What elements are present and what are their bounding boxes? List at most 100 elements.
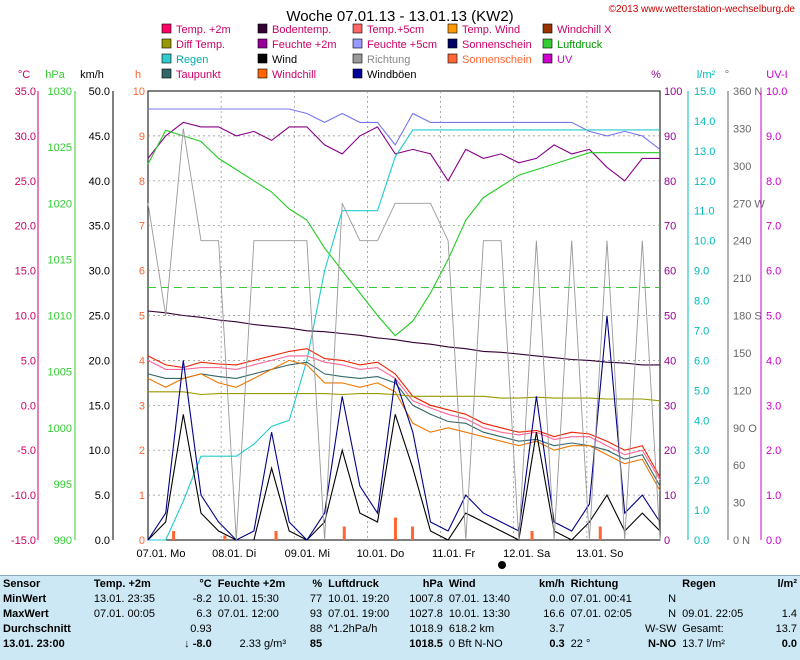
axis-tick-deg: 30	[733, 498, 745, 510]
copyright: ©2013 www.wetterstation-wechselburg.de	[609, 4, 796, 15]
table-header-cell: °C	[199, 577, 212, 590]
table-header-cell: Sensor	[3, 577, 41, 590]
legend-label: Diff Temp.	[176, 39, 225, 51]
axis-tick-pct: 0	[664, 535, 670, 547]
current-direction: N-NO	[641, 636, 680, 651]
axis-tick-deg: 210	[733, 273, 751, 285]
axis-tick-hpa: 1030	[48, 86, 72, 98]
legend-label: UV	[557, 54, 573, 66]
table-row: MaxWert 07.01. 00:05 6.3 07.01. 12:00 93 07.0…	[0, 606, 800, 621]
table-cell: 77	[309, 592, 323, 605]
plot-area	[147, 90, 661, 541]
legend-swatch	[447, 23, 458, 34]
axis-tick-uv: 6.0	[766, 266, 781, 278]
axis-tick-lm2: 14.0	[694, 116, 715, 128]
axis-tick-deg: 60	[733, 460, 745, 472]
axis-tick-deg: 120	[733, 385, 751, 397]
table-cell: 0.93	[190, 622, 212, 635]
axis-unit-kmh: km/h	[80, 69, 104, 81]
x-tick-label: 12.01. Sa	[503, 548, 551, 560]
table-cell: MinWert	[3, 592, 47, 605]
table-cell: 07.01. 02:05	[570, 607, 632, 620]
table-cell: N	[668, 592, 677, 605]
sunshine-bar	[393, 517, 397, 540]
axis-tick-pct: 10	[664, 490, 676, 502]
current-temp: ↓ -8.0	[90, 636, 215, 651]
axis-tick-pct: 20	[664, 445, 676, 457]
table-cell: 6.3	[196, 607, 212, 620]
axis-tick-pct: 90	[664, 131, 676, 143]
legend-swatch	[161, 23, 172, 34]
axis-tick-uv: 2.0	[766, 445, 781, 457]
table-cell: 13.01. 23:35	[93, 592, 155, 605]
legend-swatch	[447, 53, 458, 64]
table-cell: W-SW	[644, 622, 677, 635]
axis-tick-kmh: 10.0	[89, 445, 110, 457]
x-tick-label: 09.01. Mi	[285, 548, 330, 560]
axis-unit-lm2: l/m²	[697, 69, 716, 81]
table-cell: 0.0	[549, 592, 565, 605]
axis-tick-uv: 3.0	[766, 400, 781, 412]
table-header-cell: Feuchte +2m	[217, 577, 286, 590]
sunshine-bar	[342, 526, 346, 540]
legend-swatch	[161, 53, 172, 64]
table-cell	[215, 621, 289, 636]
legend-swatch	[257, 23, 268, 34]
axis-tick-lm2: 3.0	[694, 445, 709, 457]
legend-swatch	[161, 68, 172, 79]
axes: 35.030.025.020.015.010.05.00.0-5.0-10.0-…	[11, 69, 788, 569]
axis-tick-lm2: 12.0	[694, 176, 715, 188]
axis-tick-hpa: 1010	[48, 311, 72, 323]
axis-tick-temp: -5.0	[17, 445, 36, 457]
axis-tick-h: 1	[139, 490, 145, 502]
series-temp-5cm	[147, 355, 661, 481]
table-cell: 1.4	[781, 607, 797, 620]
axis-tick-deg: 330	[733, 123, 751, 135]
axis-tick-deg: 240	[733, 236, 751, 248]
axis-tick-h: 3	[139, 400, 145, 412]
x-tick-label: 08.01. Di	[212, 548, 256, 560]
axis-tick-lm2: 8.0	[694, 296, 709, 308]
axis-tick-lm2: 11.0	[694, 206, 715, 218]
table-header-cell: hPa	[422, 577, 443, 590]
axis-tick-pct: 60	[664, 266, 676, 278]
axis-tick-kmh: 40.0	[89, 176, 110, 188]
sunshine-bar	[530, 531, 534, 540]
legend-swatch	[257, 38, 268, 49]
table-cell: MaxWert	[3, 607, 49, 620]
legend-label: Bodentemp.	[272, 24, 331, 36]
series-windchill	[147, 359, 661, 491]
current-direction-deg: 22 °	[567, 636, 642, 651]
series-regen	[148, 129, 660, 541]
current-humidity: 85	[289, 636, 326, 651]
table-header-cell: km/h	[538, 577, 565, 590]
table-header-cell: l/m²	[777, 577, 797, 590]
axis-tick-kmh: 50.0	[89, 86, 110, 98]
legend-swatch	[542, 23, 553, 34]
axis-tick-uv: 9.0	[766, 131, 781, 143]
axis-tick-lm2: 7.0	[694, 325, 709, 337]
axis-tick-temp: -15.0	[11, 535, 36, 547]
axis-unit-hpa: hPa	[45, 69, 65, 81]
axis-tick-pct: 30	[664, 400, 676, 412]
axis-tick-temp: 35.0	[15, 86, 36, 98]
table-cell: 10.01. 15:30	[217, 592, 279, 605]
axis-tick-uv: 0.0	[766, 535, 781, 547]
legend-label: Feuchte +2m	[272, 39, 337, 51]
table-row: Durchschnitt 0.93 88 ^1.2hPa/h 1018.9 618.2 k…	[0, 621, 800, 636]
axis-tick-pct: 100	[664, 86, 682, 98]
table-cell: 10.01. 19:20	[328, 592, 390, 605]
axis-tick-temp: 25.0	[15, 176, 36, 188]
table-cell: Durchschnitt	[3, 622, 71, 635]
series-feuchte-2m	[147, 121, 660, 182]
table-cell: 1018.9	[409, 622, 443, 635]
series-taupunkt	[147, 361, 661, 487]
table-cell	[325, 636, 400, 651]
table-cell: 88	[309, 622, 323, 635]
axis-unit-pct: %	[651, 69, 661, 81]
axis-tick-pct: 50	[664, 311, 676, 323]
table-cell: ^1.2hPa/h	[328, 622, 378, 635]
rain-total: 13.7 l/m²	[679, 636, 754, 651]
table-cell: 10.01. 13:30	[448, 607, 511, 620]
axis-tick-h: 10	[133, 86, 145, 98]
